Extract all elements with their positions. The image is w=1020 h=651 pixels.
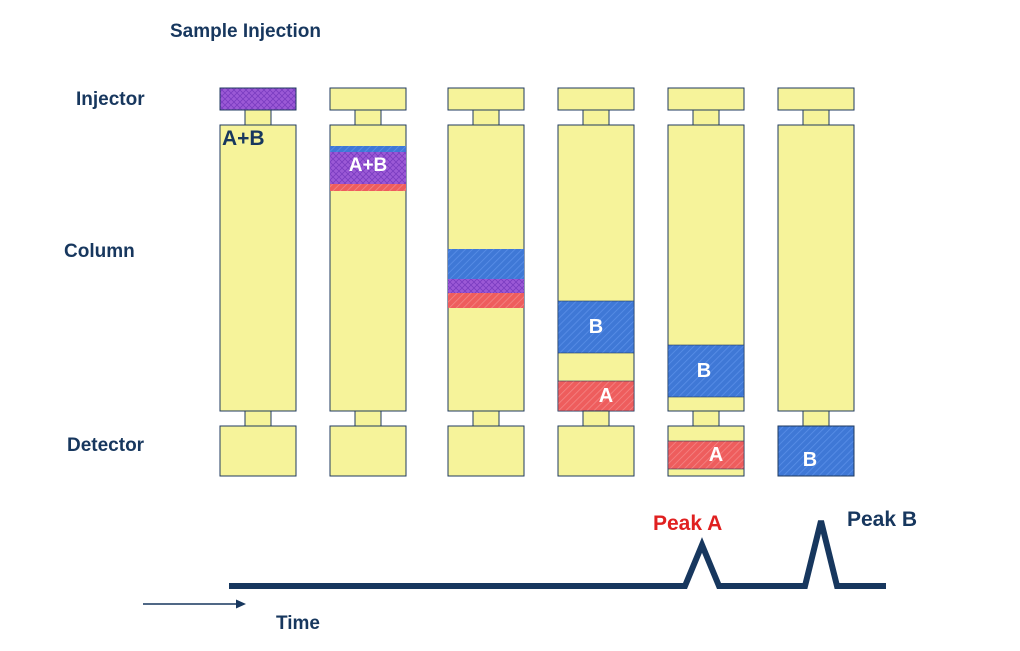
injector-block xyxy=(557,87,635,111)
injector-block xyxy=(329,87,407,111)
detector-connector xyxy=(692,410,720,427)
injector-block xyxy=(777,87,855,111)
band-label-a-stage-5: A xyxy=(708,444,724,466)
row-label-column: Column xyxy=(64,241,135,262)
row-label-detector: Detector xyxy=(67,435,145,456)
detector-connector xyxy=(244,410,272,427)
detector-connector xyxy=(472,410,500,427)
column-stage-6 xyxy=(777,87,855,477)
injector-connector xyxy=(582,109,610,126)
column-stage-2 xyxy=(329,87,407,477)
injector-connector xyxy=(354,109,382,126)
injector-block xyxy=(219,87,297,111)
injector-block xyxy=(447,87,525,111)
detector-connector xyxy=(582,410,610,427)
time-arrow-head xyxy=(236,599,246,609)
band-b-edge xyxy=(330,146,406,152)
band-b xyxy=(667,344,745,398)
band-b xyxy=(448,249,524,279)
detector-block xyxy=(557,425,635,477)
column-body xyxy=(777,124,855,412)
column-stage-3 xyxy=(447,87,525,477)
band-label-mixture-stage-1: A+B xyxy=(222,127,265,150)
band-label-b-stage-5: B xyxy=(696,360,712,382)
peak-a-label: Peak A xyxy=(653,512,723,535)
detector-block xyxy=(219,425,297,477)
band-label-b-stage-6: B xyxy=(802,449,818,471)
column-body xyxy=(557,124,635,412)
time-axis-label: Time xyxy=(276,613,321,634)
column-stage-4 xyxy=(557,87,635,477)
band-mixture xyxy=(448,279,524,293)
injector-block xyxy=(667,87,745,111)
band-a xyxy=(448,293,524,308)
band-b xyxy=(557,300,635,354)
injector-connector xyxy=(244,109,272,126)
diagram-title: Sample Injection xyxy=(170,21,321,42)
injector-connector xyxy=(802,109,830,126)
band-label-mixture-stage-2: A+B xyxy=(348,155,388,176)
column-stage-1 xyxy=(219,87,297,477)
column-stage-5 xyxy=(667,87,745,477)
band-a-edge xyxy=(330,184,406,191)
injector-connector xyxy=(692,109,720,126)
detector-connector xyxy=(802,410,830,427)
band-mixture xyxy=(330,152,406,184)
band-label-a-stage-4: A xyxy=(598,385,614,407)
peak-b-label: Peak B xyxy=(847,508,918,531)
detector-block xyxy=(447,425,525,477)
chromatogram-trace xyxy=(229,520,886,589)
column-body xyxy=(219,124,297,412)
detector-block xyxy=(329,425,407,477)
injector-connector xyxy=(472,109,500,126)
detector-block xyxy=(777,425,855,477)
detector-connector xyxy=(354,410,382,427)
band-label-b-stage-4: B xyxy=(588,316,604,338)
row-label-injector: Injector xyxy=(76,89,145,110)
band-a xyxy=(667,440,745,470)
